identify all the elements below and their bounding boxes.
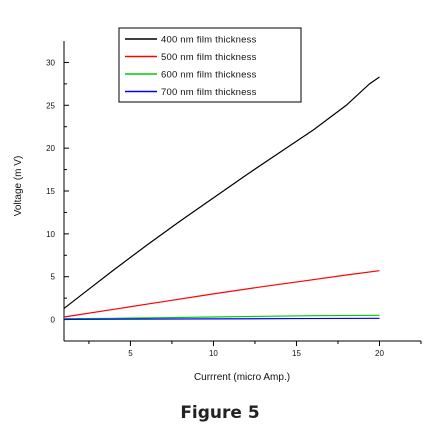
series-line-3 — [63, 314, 380, 320]
legend-label-3: 600 nm film thickness — [161, 70, 257, 81]
legend-label-1: 400 nm film thickness — [161, 35, 257, 46]
x-axis-title: Currrent (micro Amp.) — [194, 372, 290, 383]
x-tick-label: 10 — [209, 349, 218, 358]
figure-caption: Figure 5 — [180, 403, 259, 423]
tick-labels: 0 5 10 15 20 25 30 5 10 15 20 — [46, 58, 384, 358]
axes — [63, 41, 422, 346]
legend: 400 nm film thickness 500 nm film thickne… — [118, 27, 302, 103]
y-tick-label: 5 — [51, 273, 56, 282]
y-tick-label: 15 — [46, 187, 55, 196]
x-tick-label: 20 — [375, 349, 384, 358]
y-tick-label: 0 — [51, 316, 56, 325]
legend-label-2: 500 nm film thickness — [161, 52, 257, 63]
y-tick-label: 20 — [46, 144, 55, 153]
y-tick-label: 30 — [46, 58, 55, 67]
y-axis-title: Voltage (m V) — [13, 156, 24, 217]
y-tick-label: 10 — [46, 230, 55, 239]
x-tick-label: 15 — [292, 349, 301, 358]
series-line-2 — [63, 270, 380, 318]
series-line-1 — [63, 76, 380, 309]
legend-box — [118, 27, 302, 103]
x-tick-label: 5 — [128, 349, 133, 358]
y-tick-label: 25 — [46, 101, 55, 110]
series-line-4 — [63, 317, 380, 320]
series-lines — [63, 76, 380, 320]
legend-label-4: 700 nm film thickness — [161, 87, 257, 98]
